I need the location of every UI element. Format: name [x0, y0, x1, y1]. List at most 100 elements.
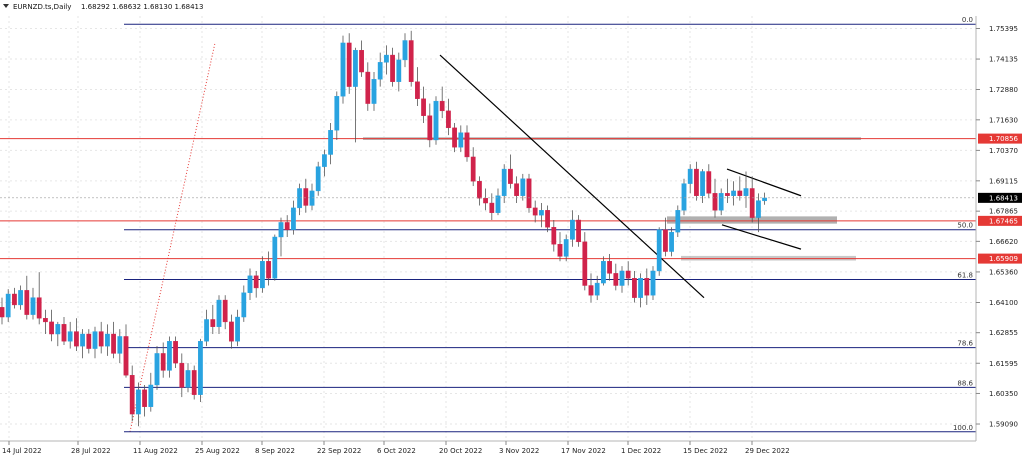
bullish-candle — [92, 331, 98, 349]
bullish-candle — [260, 261, 265, 289]
fib-level-label: 61.8 — [957, 271, 973, 279]
price-tick-label: 1.66620 — [989, 238, 1018, 246]
current-price-badge — [978, 192, 1022, 203]
bullish-candle — [197, 341, 203, 395]
symbol-label: EURNZD.ts,Daily — [13, 3, 71, 11]
bearish-candle — [390, 54, 395, 82]
bearish-candle — [526, 178, 532, 209]
bearish-candle — [266, 261, 271, 279]
fibonacci-retracement[interactable]: 0.0 50.0 61.8 78.6 88.6 100.0 — [124, 16, 976, 433]
price-tick-label: 1.62855 — [989, 329, 1018, 337]
bearish-candle — [725, 193, 730, 196]
bearish-candle — [514, 183, 520, 196]
bullish-candle — [235, 316, 240, 342]
date-label: 3 Nov 2022 — [499, 447, 539, 455]
bullish-candle — [30, 297, 36, 315]
fib-level-label: 88.6 — [957, 379, 973, 387]
level-price-badge-label: 1.70856 — [989, 135, 1018, 143]
bullish-candle — [371, 79, 377, 104]
dropdown-triangle-icon[interactable] — [3, 4, 9, 8]
price-tick-label: 1.71630 — [989, 116, 1018, 124]
bullish-candle — [743, 188, 749, 196]
date-label: 8 Sep 2022 — [255, 447, 295, 455]
fib-level-label: 100.0 — [953, 424, 973, 432]
price-axis-background — [976, 16, 1024, 441]
bullish-candle — [241, 292, 247, 318]
price-tick-label: 1.61595 — [989, 360, 1018, 368]
bearish-candle — [508, 168, 513, 184]
candlesticks — [0, 30, 976, 427]
bearish-candle — [123, 336, 129, 376]
bullish-candle — [718, 193, 724, 211]
bearish-candle — [532, 207, 538, 216]
bearish-candle — [427, 115, 433, 141]
price-tick-label: 1.72880 — [989, 86, 1018, 94]
bullish-candle — [675, 210, 681, 233]
bearish-candle — [477, 180, 482, 199]
bullish-candle — [563, 239, 569, 257]
price-tick-label: 1.64100 — [989, 299, 1018, 307]
date-label: 25 Aug 2022 — [195, 447, 240, 455]
bearish-candle — [24, 290, 30, 315]
bullish-candle — [5, 293, 11, 318]
bearish-candle — [415, 81, 420, 99]
bullish-candle — [148, 384, 154, 407]
date-label: 20 Oct 2022 — [439, 447, 482, 455]
bullish-candle — [539, 210, 544, 216]
date-label: 1 Dec 2022 — [621, 447, 661, 455]
bullish-candle — [18, 290, 23, 306]
bearish-candle — [160, 353, 166, 371]
level-price-badge — [978, 133, 1022, 144]
horizontal-levels[interactable] — [0, 138, 976, 260]
bullish-candle — [619, 270, 625, 286]
bullish-candle — [291, 207, 296, 230]
bullish-candle — [638, 278, 644, 298]
bullish-candle — [216, 299, 222, 327]
bearish-candle — [49, 321, 55, 335]
bearish-candle — [43, 318, 48, 323]
bearish-candle — [625, 270, 631, 279]
bearish-candle — [173, 341, 178, 364]
bearish-candle — [0, 307, 5, 318]
bullish-candle — [334, 96, 340, 131]
bearish-candle — [86, 333, 92, 349]
ohlc-readout: 1.68292 1.68632 1.68130 1.68413 — [81, 3, 203, 11]
bearish-candle — [551, 227, 557, 245]
bearish-candle — [253, 275, 259, 289]
bullish-candle — [731, 190, 737, 196]
pennant-upper-line[interactable] — [726, 168, 802, 197]
bullish-candle — [570, 219, 575, 240]
bullish-candle — [272, 236, 278, 279]
bearish-candle — [142, 389, 147, 407]
bullish-candle — [67, 331, 73, 342]
bullish-candle — [55, 324, 61, 335]
bearish-candle — [464, 132, 470, 158]
bearish-candle — [191, 370, 197, 395]
bullish-candle — [656, 229, 662, 272]
bearish-candle — [408, 40, 414, 82]
bullish-candle — [328, 130, 333, 155]
bullish-candle — [309, 190, 315, 206]
bullish-candle — [297, 188, 302, 209]
bearish-candle — [111, 333, 117, 354]
price-tick-label: 1.75395 — [989, 25, 1018, 33]
date-label: 11 Aug 2022 — [133, 447, 178, 455]
bullish-candle — [433, 100, 439, 141]
bullish-candle — [762, 197, 768, 202]
bearish-candle — [359, 50, 364, 73]
bullish-candle — [315, 166, 321, 192]
bearish-candle — [11, 293, 17, 306]
bearish-candle — [446, 110, 451, 129]
bullish-candle — [650, 270, 656, 296]
date-label: 6 Oct 2022 — [377, 447, 416, 455]
fib-baseline — [129, 42, 216, 432]
pennant-lower-line[interactable] — [721, 224, 802, 250]
bearish-candle — [61, 324, 67, 342]
bullish-candle — [166, 341, 172, 371]
level-price-badge — [978, 253, 1022, 264]
bearish-candle — [303, 188, 309, 206]
bearish-candle — [706, 171, 712, 194]
bullish-candle — [80, 333, 86, 347]
